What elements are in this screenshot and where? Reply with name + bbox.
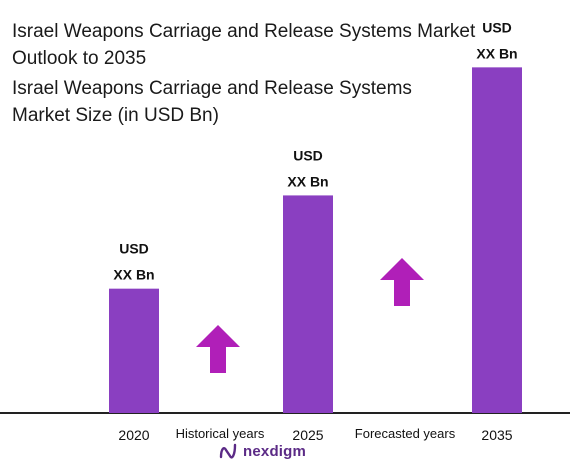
- period-label-historical: Historical years: [176, 426, 265, 441]
- value-label-2035-line1: USD: [482, 19, 512, 35]
- value-label-2020-line2: XX Bn: [113, 267, 154, 283]
- value-label-2020-line1: USD: [119, 241, 149, 257]
- nexdigm-logo-icon: [219, 443, 237, 459]
- up-arrow-icon-historical: [196, 325, 240, 373]
- bar-2020: [109, 288, 159, 413]
- period-label-forecasted: Forecasted years: [355, 426, 456, 441]
- value-label-2025-line2: XX Bn: [287, 173, 328, 189]
- chart-subtitle: Israel Weapons Carriage and Release Syst…: [12, 78, 412, 126]
- bar-2025: [283, 195, 333, 413]
- nexdigm-logo: nexdigm: [218, 440, 306, 462]
- logo-text: nexdigm: [243, 442, 307, 460]
- tick-label-2025: 2025: [292, 427, 323, 443]
- value-label-2035-line2: XX Bn: [476, 45, 517, 61]
- value-label-2025-line1: USD: [293, 147, 323, 163]
- tick-label-2035: 2035: [481, 427, 512, 443]
- up-arrow-icon-forecasted: [380, 258, 424, 306]
- tick-label-2020: 2020: [118, 427, 149, 443]
- chart-title: Israel Weapons Carriage and Release Syst…: [12, 21, 476, 69]
- bar-2035: [472, 67, 522, 413]
